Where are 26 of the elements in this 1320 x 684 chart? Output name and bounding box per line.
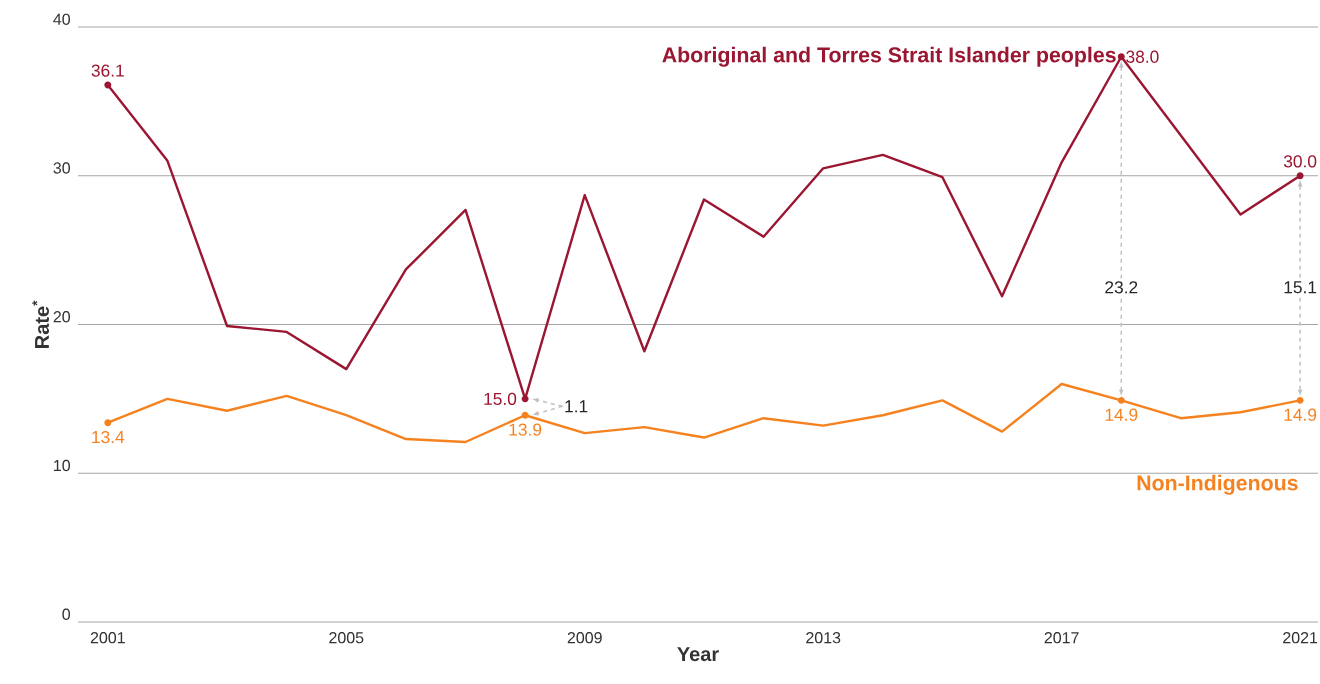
data-label: 13.9 bbox=[509, 423, 542, 436]
data-label: 36.1 bbox=[91, 64, 124, 77]
text: Non-Indigenous bbox=[1137, 474, 1298, 495]
annotation: 15.1 bbox=[1284, 281, 1317, 294]
y-axis-title: Rate$^{*}$ bbox=[32, 300, 50, 348]
y-tick-label: 20 bbox=[53, 311, 71, 323]
series-label: Aboriginal and Torres Strait Islander peoples bbox=[662, 46, 1116, 67]
data-label: 14.9 bbox=[1284, 408, 1317, 421]
y-tick-label: 0 bbox=[62, 608, 71, 620]
x-tick-label: 2021 bbox=[1283, 632, 1318, 644]
y-tick-label: 30 bbox=[53, 162, 71, 174]
annotation: 23.2 bbox=[1105, 281, 1138, 294]
x-tick-label: 2013 bbox=[806, 632, 841, 644]
data-label: 15.0 bbox=[484, 392, 517, 405]
x-axis-title: Year bbox=[677, 647, 719, 662]
x-tick-label: 2001 bbox=[90, 632, 125, 644]
x-tick-label: 2005 bbox=[329, 632, 364, 644]
x-tick-label: 2009 bbox=[567, 632, 602, 644]
data-label: 38.0 bbox=[1126, 50, 1159, 63]
data-label: 13.4 bbox=[92, 430, 125, 444]
y-tick-label: 40 bbox=[53, 13, 71, 25]
x-tick-label: 2017 bbox=[1044, 632, 1079, 644]
data-label: 30.0 bbox=[1283, 155, 1317, 168]
y-tick-label: 10 bbox=[54, 459, 71, 472]
annotation: 1.1 bbox=[565, 400, 588, 413]
data-label: 14.9 bbox=[1105, 408, 1138, 421]
